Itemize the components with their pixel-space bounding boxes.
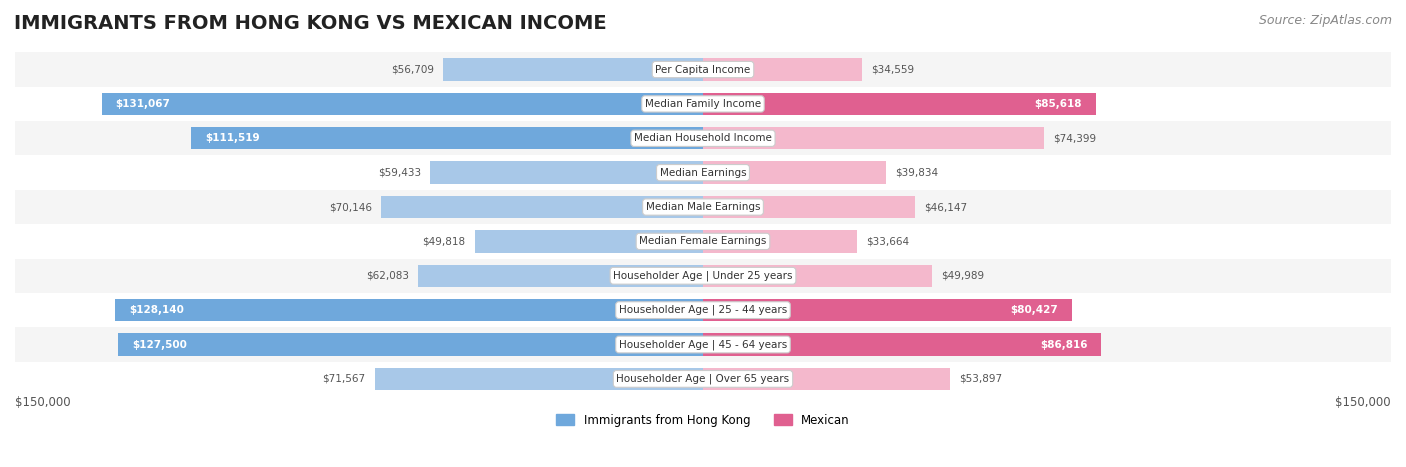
Bar [15,293,1391,327]
Bar [443,58,703,81]
Bar [118,333,703,356]
Text: Householder Age | 45 - 64 years: Householder Age | 45 - 64 years [619,339,787,350]
Bar [15,327,1391,362]
Bar [15,156,1391,190]
Text: $39,834: $39,834 [894,168,938,177]
Text: $80,427: $80,427 [1011,305,1059,315]
Text: $86,816: $86,816 [1040,340,1087,349]
Bar [15,52,1391,87]
Text: Median Female Earnings: Median Female Earnings [640,236,766,247]
Text: $128,140: $128,140 [129,305,184,315]
Text: $33,664: $33,664 [866,236,910,247]
Bar [375,368,703,390]
Bar [430,162,703,184]
Bar [703,93,1095,115]
Bar [703,58,862,81]
Text: Source: ZipAtlas.com: Source: ZipAtlas.com [1258,14,1392,27]
Text: $59,433: $59,433 [378,168,422,177]
Bar [191,127,703,149]
Text: $111,519: $111,519 [205,133,260,143]
Text: $85,618: $85,618 [1035,99,1083,109]
Legend: Immigrants from Hong Kong, Mexican: Immigrants from Hong Kong, Mexican [551,409,855,432]
Text: $34,559: $34,559 [870,64,914,75]
Text: Median Family Income: Median Family Income [645,99,761,109]
Bar [703,196,915,218]
Text: Per Capita Income: Per Capita Income [655,64,751,75]
Bar [703,368,950,390]
Text: $150,000: $150,000 [15,396,70,409]
Text: Householder Age | Over 65 years: Householder Age | Over 65 years [616,374,790,384]
Bar [703,127,1045,149]
Text: $70,146: $70,146 [329,202,373,212]
Text: $74,399: $74,399 [1053,133,1097,143]
Text: $56,709: $56,709 [391,64,433,75]
Bar [101,93,703,115]
Bar [703,230,858,253]
Text: $71,567: $71,567 [322,374,366,384]
Text: $127,500: $127,500 [132,340,187,349]
Bar [15,190,1391,224]
Bar [115,299,703,321]
Bar [15,362,1391,396]
Bar [703,162,886,184]
Text: Householder Age | Under 25 years: Householder Age | Under 25 years [613,270,793,281]
Text: $49,989: $49,989 [942,271,984,281]
Text: IMMIGRANTS FROM HONG KONG VS MEXICAN INCOME: IMMIGRANTS FROM HONG KONG VS MEXICAN INC… [14,14,606,33]
Bar [15,259,1391,293]
Text: Householder Age | 25 - 44 years: Householder Age | 25 - 44 years [619,305,787,315]
Bar [703,299,1071,321]
Text: $62,083: $62,083 [366,271,409,281]
Bar [418,265,703,287]
Bar [15,121,1391,156]
Bar [703,333,1101,356]
Text: $53,897: $53,897 [959,374,1002,384]
Text: $49,818: $49,818 [422,236,465,247]
Bar [15,224,1391,259]
Bar [703,265,932,287]
Text: $150,000: $150,000 [1336,396,1391,409]
Text: Median Household Income: Median Household Income [634,133,772,143]
Bar [474,230,703,253]
Text: Median Earnings: Median Earnings [659,168,747,177]
Bar [15,87,1391,121]
Text: $131,067: $131,067 [115,99,170,109]
Text: $46,147: $46,147 [924,202,967,212]
Bar [381,196,703,218]
Text: Median Male Earnings: Median Male Earnings [645,202,761,212]
